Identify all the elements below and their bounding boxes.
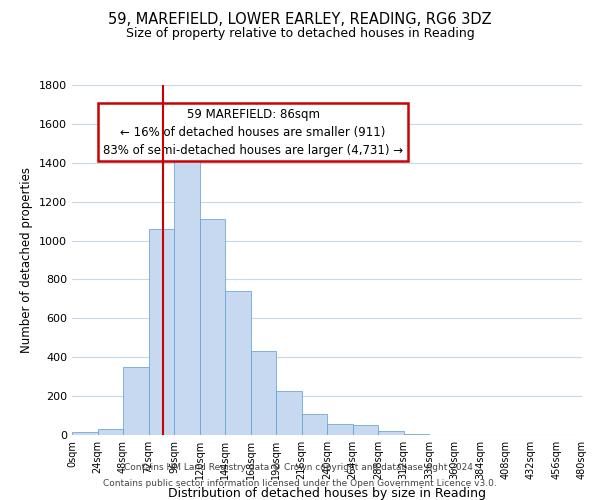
Bar [225, 291, 251, 435]
Y-axis label: Number of detached properties: Number of detached properties [20, 167, 34, 353]
Bar [327, 424, 353, 435]
Bar [97, 429, 123, 435]
Bar [72, 432, 97, 435]
Text: Contains HM Land Registry data © Crown copyright and database right 2024.: Contains HM Land Registry data © Crown c… [124, 464, 476, 472]
Bar [378, 431, 404, 435]
Bar [174, 151, 199, 435]
X-axis label: Distribution of detached houses by size in Reading: Distribution of detached houses by size … [168, 488, 486, 500]
Bar [199, 219, 225, 435]
Bar [149, 229, 174, 435]
Text: Contains public sector information licensed under the Open Government Licence v3: Contains public sector information licen… [103, 478, 497, 488]
Bar [404, 434, 429, 435]
Text: Size of property relative to detached houses in Reading: Size of property relative to detached ho… [125, 28, 475, 40]
Bar [302, 414, 327, 435]
Text: 59, MAREFIELD, LOWER EARLEY, READING, RG6 3DZ: 59, MAREFIELD, LOWER EARLEY, READING, RG… [108, 12, 492, 28]
Bar [353, 426, 378, 435]
Bar [276, 391, 302, 435]
Bar [123, 367, 149, 435]
Bar [251, 352, 276, 435]
Text: 59 MAREFIELD: 86sqm
← 16% of detached houses are smaller (911)
83% of semi-detac: 59 MAREFIELD: 86sqm ← 16% of detached ho… [103, 108, 403, 157]
